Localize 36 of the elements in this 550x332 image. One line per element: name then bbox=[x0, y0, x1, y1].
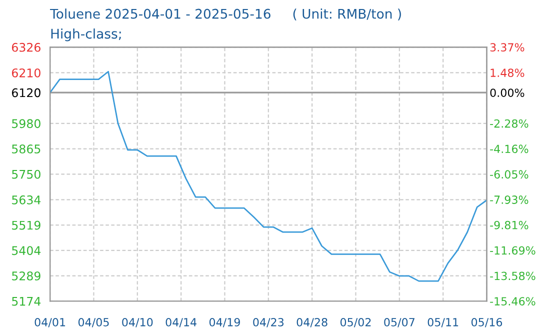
y2-tick-label: -7.93% bbox=[490, 196, 528, 204]
y2-tick-label: -2.28% bbox=[490, 119, 528, 128]
line-series bbox=[50, 70, 487, 282]
y-tick-label: 5519 bbox=[12, 220, 40, 230]
x-tick-label: 05/02 bbox=[340, 318, 371, 328]
y2-tick-label: 3.37% bbox=[490, 43, 524, 52]
y2-tick-label: 1.48% bbox=[490, 68, 524, 78]
x-tick-label: 04/23 bbox=[253, 318, 284, 328]
y-tick-label: 5865 bbox=[12, 144, 40, 154]
x-tick-label: 04/10 bbox=[122, 318, 153, 328]
x-tick-label: 04/19 bbox=[209, 318, 240, 328]
y2-tick-label: -15.46% bbox=[490, 297, 536, 306]
y2-tick-label: -4.16% bbox=[490, 144, 528, 154]
x-tick-label: 05/07 bbox=[384, 318, 414, 328]
y-tick-label: 5980 bbox=[12, 119, 40, 128]
y2-tick-label: 0.00% bbox=[490, 88, 524, 97]
x-tick-label: 05/11 bbox=[428, 318, 458, 328]
y-tick-label: 6120 bbox=[12, 88, 40, 98]
x-tick-label: 04/05 bbox=[78, 318, 109, 328]
y-tick-label: 6326 bbox=[12, 42, 40, 52]
y-tick-label: 5289 bbox=[12, 271, 40, 280]
y-tick-label: 5174 bbox=[12, 297, 41, 306]
x-tick-label: 05/16 bbox=[471, 318, 502, 328]
y2-tick-label: -13.58% bbox=[490, 272, 536, 280]
y2-tick-label: -6.05% bbox=[490, 170, 528, 179]
x-tick-label: 04/01 bbox=[34, 318, 66, 328]
y-tick-label: 5750 bbox=[12, 170, 40, 179]
chart-title: Toluene 2025-04-01 - 2025-05-16 ( Unit: RMB/ton ) bbox=[50, 8, 401, 20]
y-tick-label: 6210 bbox=[12, 68, 40, 78]
chart-subtitle: High-class; bbox=[51, 28, 121, 42]
y-tick-label: 5404 bbox=[12, 246, 41, 256]
x-tick-label: 04/28 bbox=[296, 318, 328, 328]
y-tick-label: 5634 bbox=[12, 195, 41, 204]
x-tick-label: 04/14 bbox=[166, 318, 196, 328]
y2-tick-label: -11.69% bbox=[490, 246, 536, 255]
y2-tick-label: -9.81% bbox=[490, 220, 528, 230]
